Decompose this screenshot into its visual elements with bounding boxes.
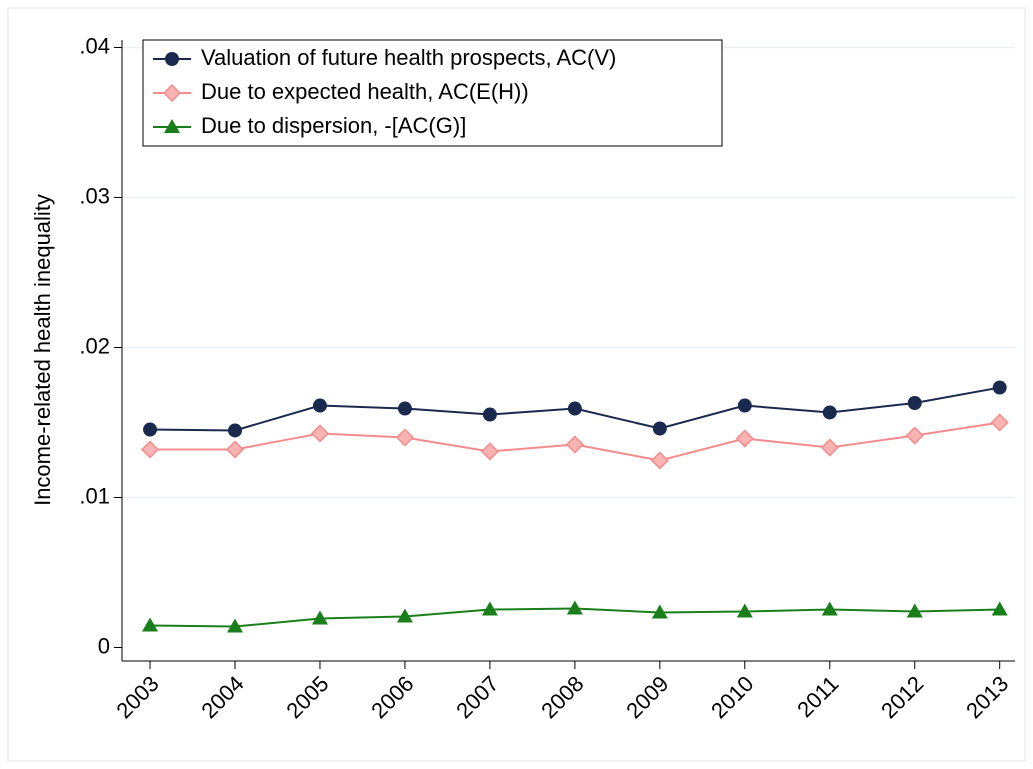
legend-marker — [165, 52, 179, 66]
y-tick-label: .03 — [79, 183, 110, 208]
y-tick-label: .02 — [79, 333, 110, 358]
legend-marker — [162, 83, 182, 103]
y-tick-label: .01 — [79, 483, 110, 508]
data-point — [481, 601, 498, 616]
data-point — [311, 610, 328, 625]
data-point — [822, 405, 837, 420]
data-point — [565, 435, 584, 454]
data-point — [395, 428, 414, 447]
data-point — [225, 440, 245, 459]
y-axis-label: Income-related health inequality — [30, 194, 55, 506]
data-point — [907, 396, 922, 410]
data-point — [821, 601, 838, 616]
legend-label: Due to dispersion, -[AC(G)] — [201, 113, 466, 138]
data-point — [482, 407, 497, 422]
data-point — [737, 398, 752, 413]
data-point — [820, 438, 839, 457]
data-point — [650, 451, 669, 470]
data-point — [991, 601, 1008, 616]
data-point — [312, 398, 327, 413]
data-point — [310, 424, 330, 443]
legend-marker — [164, 119, 180, 133]
legend-label: Valuation of future health prospects, AC… — [201, 45, 616, 70]
data-point — [566, 600, 583, 615]
data-point — [567, 401, 582, 416]
data-point — [736, 603, 753, 618]
data-point — [397, 401, 412, 416]
data-point — [396, 608, 413, 623]
data-point — [992, 380, 1007, 395]
data-point — [480, 442, 499, 461]
y-tick-label: .04 — [79, 33, 110, 58]
data-point — [735, 429, 754, 448]
data-point — [228, 423, 243, 438]
data-point — [140, 440, 160, 459]
data-point — [227, 618, 244, 633]
legend-label: Due to expected health, AC(E(H)) — [201, 79, 529, 104]
data-point — [990, 413, 1009, 432]
data-point — [143, 422, 158, 437]
data-point — [651, 604, 668, 619]
y-tick-label: 0 — [98, 633, 110, 658]
data-point — [142, 617, 159, 632]
legend-box — [142, 39, 723, 147]
data-point — [652, 421, 667, 436]
data-point — [905, 426, 924, 445]
data-point — [906, 603, 923, 618]
